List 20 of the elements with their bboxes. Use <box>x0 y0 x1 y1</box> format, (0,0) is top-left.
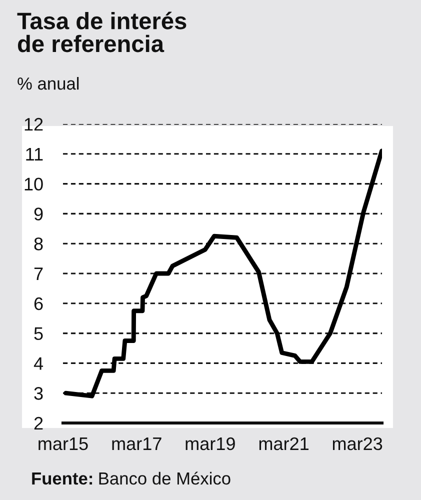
y-tick-label: 7 <box>34 268 43 280</box>
line-series <box>63 148 382 398</box>
x-tick-label: mar15 <box>38 438 88 450</box>
source-note: Fuente: Banco de México <box>32 472 230 485</box>
y-tick-label: 6 <box>34 297 43 310</box>
y-tick-label: 12 <box>24 118 43 131</box>
chart-subtitle: % anual <box>18 77 79 90</box>
y-tick-label: 3 <box>34 387 43 400</box>
chart-title: Tasa de interés de referencia <box>17 12 186 52</box>
x-tick-label: mar17 <box>112 438 162 450</box>
x-tick-label: mar23 <box>332 437 382 450</box>
y-tick-label: 11 <box>26 148 43 160</box>
y-tick-label: 10 <box>24 178 43 191</box>
x-tick-label: mar19 <box>186 437 235 450</box>
y-tick-label: 4 <box>34 357 44 370</box>
y-tick-label: 5 <box>34 327 43 340</box>
x-tick-label: mar21 <box>259 437 308 450</box>
y-tick-label: 8 <box>34 238 43 250</box>
y-tick-label: 9 <box>34 208 43 220</box>
y-tick-label: 2 <box>34 416 43 430</box>
